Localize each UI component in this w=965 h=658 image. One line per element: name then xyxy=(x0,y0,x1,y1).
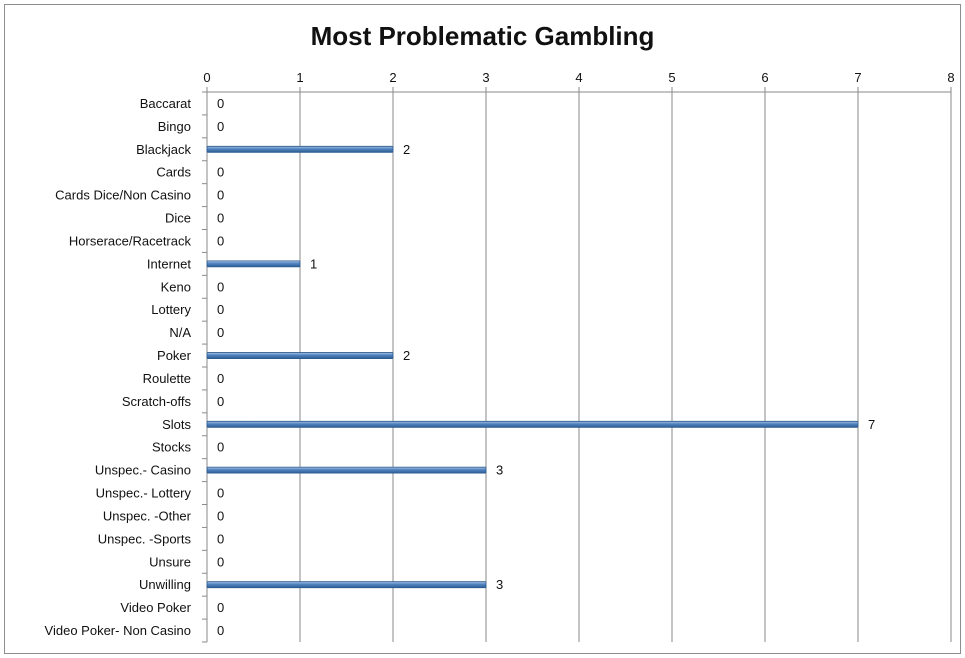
data-label: 0 xyxy=(217,394,224,409)
data-label: 0 xyxy=(217,486,224,501)
data-label: 2 xyxy=(403,348,410,363)
labels: 0 1 2 3 4 5 6 7 8 Baccarat 0 Bingo 0 Blackjack 2 Cards 0… xyxy=(45,70,955,638)
data-label: 0 xyxy=(217,440,224,455)
category-label: Unspec. -Other xyxy=(103,508,192,523)
data-label: 1 xyxy=(310,256,317,271)
category-label: Keno xyxy=(161,279,191,294)
bar xyxy=(207,467,486,473)
category-label: Bingo xyxy=(158,119,191,134)
category-label: Unspec. -Sports xyxy=(98,531,192,546)
data-label: 0 xyxy=(217,371,224,386)
category-label: Scratch-offs xyxy=(122,394,192,409)
axes xyxy=(202,87,951,642)
data-label: 0 xyxy=(217,325,224,340)
x-tick-label: 6 xyxy=(761,70,768,85)
category-label: Cards xyxy=(156,165,191,180)
bar xyxy=(207,261,300,267)
bar xyxy=(207,353,393,359)
category-label: Video Poker xyxy=(120,600,191,615)
category-label: Slots xyxy=(162,417,191,432)
category-label: Video Poker- Non Casino xyxy=(45,623,191,638)
category-label: Horserace/Racetrack xyxy=(69,233,192,248)
category-label: Unspec.- Lottery xyxy=(96,486,192,501)
x-tick-label: 0 xyxy=(203,70,210,85)
x-tick-label: 8 xyxy=(947,70,954,85)
data-label: 0 xyxy=(217,531,224,546)
data-label: 0 xyxy=(217,508,224,523)
data-label: 0 xyxy=(217,554,224,569)
category-label: Lottery xyxy=(151,302,191,317)
category-label: Dice xyxy=(165,211,191,226)
data-label: 0 xyxy=(217,233,224,248)
category-label: Poker xyxy=(157,348,192,363)
data-label: 0 xyxy=(217,211,224,226)
x-tick-label: 5 xyxy=(668,70,675,85)
data-label: 0 xyxy=(217,279,224,294)
data-label: 3 xyxy=(496,577,503,592)
category-label: Unspec.- Casino xyxy=(95,463,191,478)
category-label: N/A xyxy=(169,325,191,340)
category-label: Roulette xyxy=(143,371,191,386)
data-label: 0 xyxy=(217,623,224,638)
category-label: Blackjack xyxy=(136,142,191,157)
x-tick-label: 3 xyxy=(482,70,489,85)
data-label: 0 xyxy=(217,96,224,111)
bar xyxy=(207,146,393,152)
bar xyxy=(207,421,858,427)
gridlines xyxy=(300,92,951,642)
data-label: 0 xyxy=(217,600,224,615)
data-label: 0 xyxy=(217,302,224,317)
x-tick-label: 1 xyxy=(296,70,303,85)
bars xyxy=(207,146,858,587)
category-label: Unwilling xyxy=(139,577,191,592)
category-label: Baccarat xyxy=(140,96,192,111)
bar xyxy=(207,582,486,588)
data-label: 0 xyxy=(217,119,224,134)
x-tick-label: 2 xyxy=(389,70,396,85)
x-tick-label: 7 xyxy=(854,70,861,85)
data-label: 3 xyxy=(496,463,503,478)
data-label: 7 xyxy=(868,417,875,432)
data-label: 0 xyxy=(217,188,224,203)
category-label: Unsure xyxy=(149,554,191,569)
data-label: 2 xyxy=(403,142,410,157)
category-label: Stocks xyxy=(152,440,192,455)
data-label: 0 xyxy=(217,165,224,180)
x-tick-label: 4 xyxy=(575,70,582,85)
category-label: Cards Dice/Non Casino xyxy=(55,188,191,203)
category-label: Internet xyxy=(147,256,191,271)
